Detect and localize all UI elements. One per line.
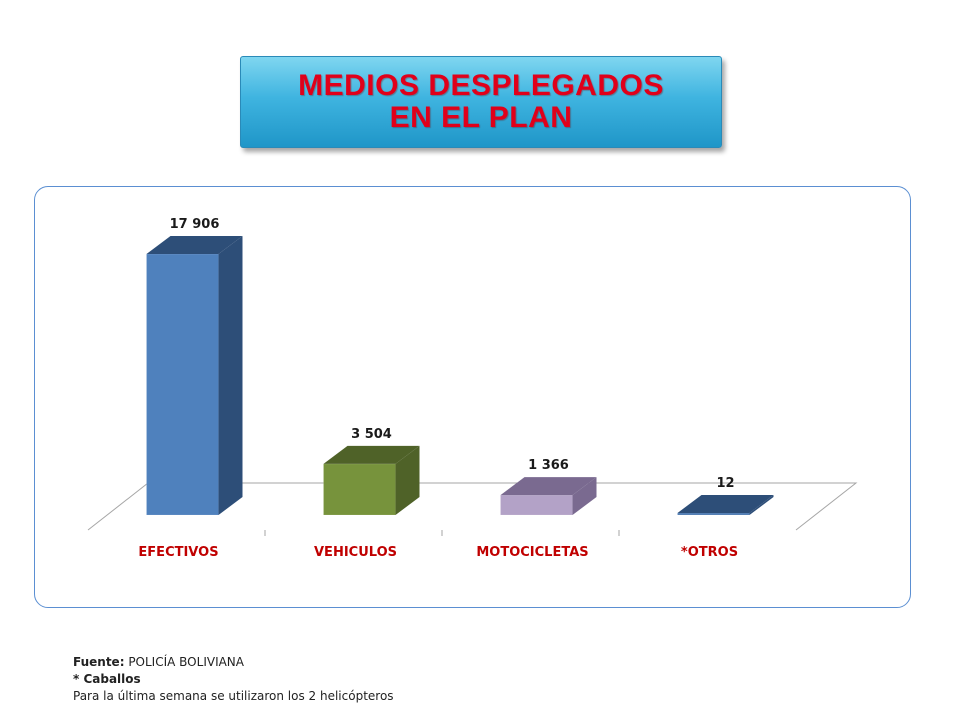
chart-floor: [87, 482, 858, 531]
bar-top-1: [323, 445, 420, 464]
data-label-3: 12: [716, 476, 734, 491]
note-text: Para la última semana se utilizaron los …: [73, 689, 394, 703]
data-label-0: 17 906: [170, 217, 220, 232]
category-label-2: MOTOCICLETAS: [476, 545, 588, 560]
bar-top-0: [146, 236, 243, 254]
bar-side-2: [572, 477, 597, 515]
bar-side-0: [218, 236, 243, 515]
category-label-3: *OTROS: [681, 545, 738, 560]
bar-side-1: [395, 445, 420, 515]
source-value: POLICÍA BOLIVIANA: [124, 655, 244, 669]
bar-front-3: [677, 512, 750, 516]
source-line: Fuente: POLICÍA BOLIVIANA: [73, 654, 394, 671]
chart-frame: [34, 186, 911, 608]
data-label-2: 1 366: [528, 458, 569, 473]
title-line-2: EN EL PLAN: [389, 101, 573, 134]
source-label: Fuente:: [73, 655, 125, 669]
category-label-0: EFECTIVOS: [138, 545, 218, 560]
category-label-1: VEHICULOS: [314, 545, 397, 560]
bar-front-2: [500, 494, 573, 516]
note-bold: * Caballos: [73, 672, 141, 686]
bar-top-3: [677, 495, 774, 513]
bar-front-0: [146, 253, 219, 516]
bar-top-2: [500, 477, 597, 496]
bar-side-3: [749, 495, 774, 515]
title-banner: MEDIOS DESPLEGADOS EN EL PLAN: [240, 56, 722, 148]
footnote: Fuente: POLICÍA BOLIVIANA * Caballos Par…: [73, 654, 394, 705]
data-label-1: 3 504: [351, 427, 392, 442]
title-line-1: MEDIOS DESPLEGADOS: [298, 69, 664, 102]
bar-front-1: [323, 463, 396, 516]
